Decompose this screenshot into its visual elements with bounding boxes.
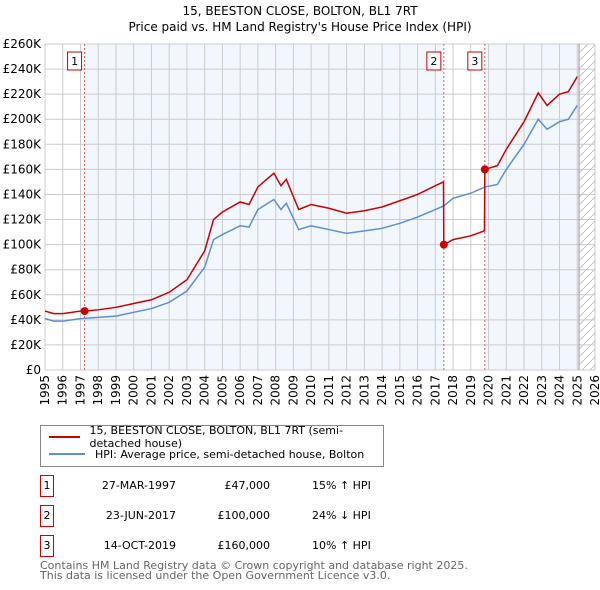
x-tick-label: 2025	[570, 375, 584, 406]
x-tick-label: 2020	[482, 375, 496, 406]
x-tick-label: 2011	[322, 375, 336, 406]
sale-label: 2	[430, 55, 437, 68]
x-tick-label: 2007	[251, 375, 265, 406]
legend-property: 15, BEESTON CLOSE, BOLTON, BL1 7RT (semi…	[89, 424, 344, 450]
y-tick-label: £80K	[10, 263, 42, 277]
sale-point	[439, 240, 448, 249]
sale-hpi: 15% ↑ HPI	[312, 479, 371, 492]
chart-title: 15, BEESTON CLOSE, BOLTON, BL1 7RT	[182, 4, 418, 18]
property-line	[44, 76, 578, 315]
y-tick-label: £240K	[3, 62, 43, 76]
legend: 15, BEESTON CLOSE, BOLTON, BL1 7RT (semi…	[40, 424, 384, 467]
legend-red-line	[49, 436, 80, 438]
y-tick-label: £120K	[3, 213, 43, 227]
x-tick-label: 2012	[340, 375, 354, 406]
x-tick-label: 2023	[535, 375, 549, 406]
legend-hpi: HPI: Average price, semi-detached house,…	[95, 447, 365, 461]
sale-price: £160,000	[217, 539, 271, 552]
x-tick-label: 2014	[375, 375, 389, 406]
x-tick-label: 2021	[499, 375, 513, 406]
sale-price: £100,000	[217, 509, 271, 522]
x-tick-label: 2026	[588, 375, 600, 406]
y-tick-label: £60K	[10, 288, 42, 302]
footer: Contains HM Land Registry data © Crown c…	[40, 559, 468, 582]
x-tick-label: 2018	[446, 375, 460, 406]
y-tick-label: £0	[26, 363, 41, 377]
legend-blue-line	[49, 453, 85, 455]
x-tick-label: 2003	[180, 375, 194, 406]
sale-label-box	[467, 51, 483, 71]
x-tick-label: 2002	[162, 375, 176, 406]
y-tick-label: £160K	[3, 162, 43, 176]
x-tick-label: 1998	[91, 375, 105, 406]
x-tick-label: 2022	[517, 375, 531, 406]
x-tick-label: 1999	[109, 375, 123, 406]
sale-date: 14-OCT-2019	[103, 539, 176, 552]
forecast-hatch	[579, 44, 595, 370]
sale-hpi: 10% ↑ HPI	[312, 539, 371, 552]
x-tick-label: 2009	[286, 375, 300, 406]
footer-line1: Contains HM Land Registry data © Crown c…	[40, 559, 468, 572]
sale-label-box	[67, 51, 83, 71]
y-tick-label: £100K	[3, 238, 43, 252]
sale-label: 1	[71, 55, 78, 68]
y-tick-label: £200K	[3, 112, 43, 126]
x-tick-label: 2005	[215, 375, 229, 406]
sale-date: 27-MAR-1997	[101, 479, 176, 492]
sale-marker: 2	[40, 505, 54, 527]
y-tick-label: £180K	[3, 137, 43, 151]
chart-subtitle: Price paid vs. HM Land Registry's House …	[128, 20, 472, 34]
shade-region	[484, 44, 580, 370]
sale-row: 3 14-OCT-2019 £160,000 10% ↑ HPI	[40, 535, 400, 557]
x-tick-label: 2006	[233, 375, 247, 406]
sale-marker: 3	[40, 535, 54, 557]
sale-marker: 1	[40, 475, 54, 497]
x-tick-label: 1996	[56, 375, 70, 406]
y-tick-label: £220K	[3, 87, 43, 101]
x-tick-label: 2004	[198, 375, 212, 406]
footer-line2: This data is licensed under the Open Gov…	[40, 569, 391, 582]
sale-price: £47,000	[224, 479, 271, 492]
y-tick-label: £140K	[3, 187, 43, 201]
x-tick-label: 2015	[393, 375, 407, 406]
sale-row: 1 27-MAR-1997 £47,000 15% ↑ HPI	[40, 475, 400, 497]
x-tick-label: 2001	[144, 375, 158, 406]
y-tick-label: £40K	[10, 313, 42, 327]
y-tick-label: £20K	[10, 338, 42, 352]
x-tick-label: 2010	[304, 375, 318, 406]
sale-row: 2 23-JUN-2017 £100,000 24% ↓ HPI	[40, 505, 400, 527]
sale-label: 3	[471, 55, 478, 68]
x-tick-label: 2024	[553, 375, 567, 406]
x-tick-label: 1995	[38, 375, 52, 406]
x-tick-label: 2016	[411, 375, 425, 406]
sale-hpi: 24% ↓ HPI	[312, 509, 371, 522]
x-tick-label: 2008	[269, 375, 283, 406]
x-tick-label: 2019	[464, 375, 478, 406]
chart: £0 £20K £40K £60K £80K £100K £120K £140K £160K £1…	[3, 37, 600, 406]
shade-region	[84, 44, 444, 370]
y-tick-label: £260K	[3, 37, 43, 51]
x-tick-label: 2017	[428, 375, 442, 406]
sale-point	[80, 307, 89, 316]
x-tick-label: 2013	[357, 375, 371, 406]
x-tick-label: 1997	[73, 375, 87, 406]
hpi-line	[44, 105, 578, 322]
sale-label-box	[426, 51, 442, 71]
sale-date: 23-JUN-2017	[105, 509, 176, 522]
x-tick-label: 2000	[127, 375, 141, 406]
sale-point	[480, 165, 489, 174]
